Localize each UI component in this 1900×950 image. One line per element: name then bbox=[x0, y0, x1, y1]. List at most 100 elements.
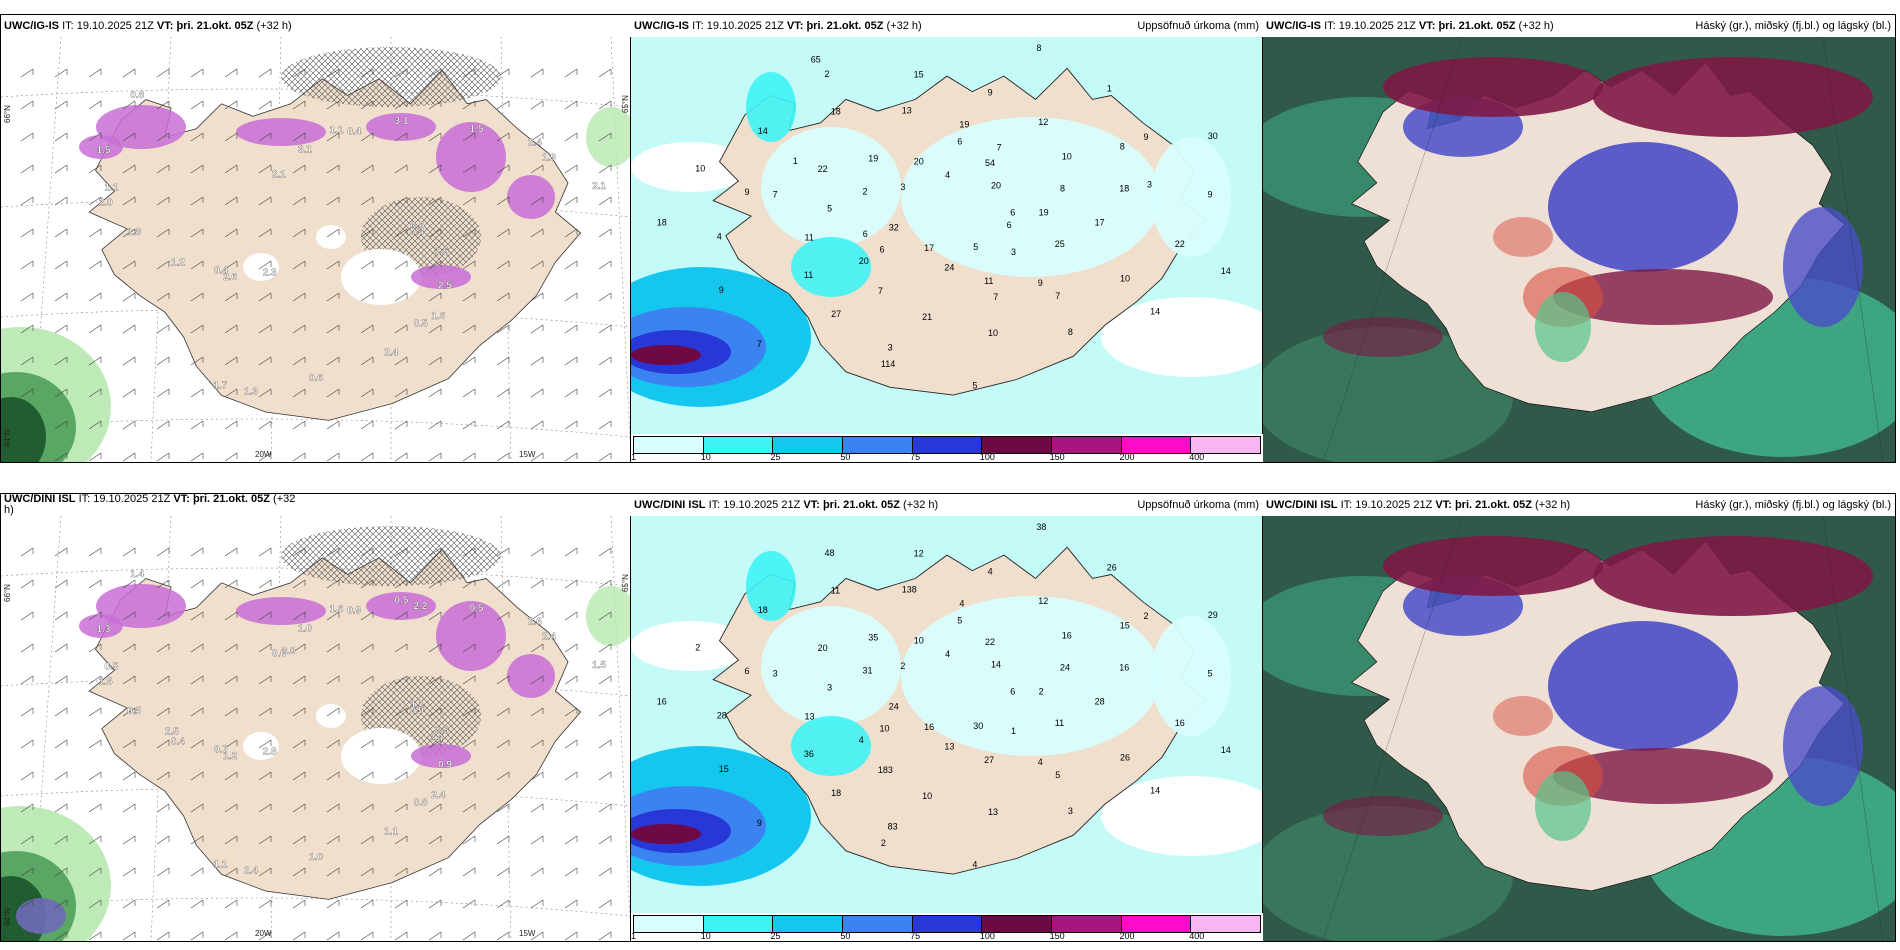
precip-rate-value: 0.9 bbox=[438, 760, 452, 771]
legend-swatch bbox=[634, 916, 704, 932]
accum-precip-value: 7 bbox=[993, 292, 998, 302]
precip-rate-value: 2.5 bbox=[438, 281, 452, 292]
accum-precip-value: 13 bbox=[944, 741, 954, 751]
map-area bbox=[1263, 516, 1895, 941]
legend-label: 1 bbox=[631, 452, 637, 462]
legend-label: 25 bbox=[770, 931, 781, 941]
precip-rate-value: 1.9 bbox=[542, 153, 556, 164]
map-panel-dini-accum-precip: UWC/DINI ISL IT: 19.10.2025 21Z VT: þri.… bbox=[630, 493, 1264, 942]
accum-precip-value: 24 bbox=[1060, 663, 1070, 673]
lead-time: (+32 bbox=[273, 493, 296, 505]
accum-precip-value: 3 bbox=[900, 182, 905, 192]
accum-precip-value: 7 bbox=[773, 190, 778, 200]
legend-label: 150 bbox=[1049, 931, 1065, 941]
accum-precip-value: 24 bbox=[944, 262, 954, 272]
accum-precip-value: 30 bbox=[1208, 131, 1218, 141]
map-area: 6 10 5 4 3 15 83 48 14 24 22 27 20 16 18 12 14 16 14 13 35 28… bbox=[631, 516, 1263, 913]
accum-precip-value: 27 bbox=[984, 755, 994, 765]
precip-rate-value: 0.5 bbox=[127, 706, 141, 717]
accum-precip-value: 11 bbox=[1055, 718, 1064, 728]
precip-rate-value: 2.1 bbox=[592, 181, 606, 192]
precip-rate-value: 1.6 bbox=[435, 246, 449, 257]
precip-rate-value: 1.3 bbox=[97, 624, 111, 635]
precip-rate-value: 2.4 bbox=[431, 790, 445, 801]
precip-rate-value: 2.6 bbox=[223, 272, 237, 283]
precip-rate-value: 1.6 bbox=[431, 311, 445, 322]
accum-precip-value: 9 bbox=[1144, 132, 1149, 142]
model-name: UWC/IG-IS bbox=[1266, 20, 1321, 32]
lat-tick-64n: 64°N bbox=[3, 429, 12, 447]
legend-swatch bbox=[703, 916, 774, 932]
precip-rate-map: 0.6 2.6 1.1 1.6 2.0 2.4 1.3 2.1 1.6 1.2 3.1 2.4 1.5 2… bbox=[1, 37, 631, 462]
accum-precip-value: 4 bbox=[1038, 757, 1043, 767]
it-label: IT: bbox=[692, 20, 704, 32]
precip-rate-value: 0.6 bbox=[309, 373, 323, 384]
map-area bbox=[1263, 37, 1895, 462]
accum-precip-value: 2 bbox=[881, 838, 886, 848]
precip-rate-value: 1.6 bbox=[330, 604, 344, 615]
accum-precip-value: 10 bbox=[695, 164, 705, 174]
precip-rate-value: 1.2 bbox=[171, 258, 185, 269]
legend-swatch bbox=[982, 916, 1053, 932]
panel-header: UWC/IG-IS IT: 19.10.2025 21Z VT: þri. 21… bbox=[1263, 15, 1895, 37]
precip-rate-value: 1.2 bbox=[223, 751, 237, 762]
precip-rate-value: 0.4 bbox=[347, 127, 361, 138]
vt-value: þri. 21.okt. 05Z bbox=[1438, 20, 1516, 32]
accum-precip-value: 14 bbox=[1221, 266, 1231, 276]
accum-precip-value: 8 bbox=[1060, 184, 1065, 194]
accum-precip-value: 32 bbox=[889, 222, 899, 232]
legend-swatch bbox=[1121, 916, 1192, 932]
precip-rate-value: 0.7 bbox=[214, 744, 228, 755]
precip-rate-value: 2.5 bbox=[165, 726, 179, 737]
accum-precip-value: 6 bbox=[1010, 687, 1015, 697]
precip-rate-value: 2.3 bbox=[263, 268, 277, 279]
accum-precip-value: 18 bbox=[831, 788, 841, 798]
accum-precip-value: 21 bbox=[922, 312, 932, 322]
lon-tick-15w: 15W bbox=[519, 929, 536, 938]
cloud-cover-map bbox=[1263, 516, 1895, 941]
precip-rate-map: 1.11.21.62.41.62.62.40.60.30.40.51.11.31… bbox=[1, 516, 631, 941]
accum-precip-value: 14 bbox=[758, 126, 768, 136]
accum-precip-value: 138 bbox=[902, 585, 917, 595]
field-title: Uppsöfnuð úrkoma (mm) bbox=[1137, 20, 1259, 32]
accum-precip-value: 16 bbox=[1062, 631, 1072, 641]
accum-precip-value: 4 bbox=[945, 170, 950, 180]
accum-precip-value: 17 bbox=[924, 243, 934, 253]
legend-swatch bbox=[1052, 437, 1122, 453]
accum-precip-value: 9 bbox=[757, 818, 762, 828]
legend-label: 10 bbox=[700, 452, 711, 462]
legend-label: 150 bbox=[1049, 452, 1065, 462]
accum-precip-value: 13 bbox=[902, 106, 912, 116]
accum-precip-value: 4 bbox=[859, 735, 864, 745]
model-name: UWC/IG-IS bbox=[4, 20, 59, 32]
precip-rate-value: 0.9 bbox=[410, 706, 424, 717]
accum-precip-value: 9 bbox=[1208, 190, 1213, 200]
accum-precip-value: 29 bbox=[1208, 610, 1218, 620]
accum-precip-value: 20 bbox=[859, 256, 869, 266]
precip-rate-value: 2.4 bbox=[244, 866, 258, 877]
accum-precip-value: 5 bbox=[957, 615, 962, 625]
accum-precip-value: 9 bbox=[1038, 278, 1043, 288]
legend-swatch bbox=[982, 437, 1053, 453]
legend-swatch bbox=[703, 437, 774, 453]
precip-rate-value: 0.4 bbox=[171, 737, 185, 748]
it-value: 19.10.2025 21Z bbox=[76, 20, 154, 32]
vt-value: þri. 21.okt. 05Z bbox=[822, 499, 900, 511]
accum-precip-value: 12 bbox=[1038, 117, 1048, 127]
lat-tick-65n: 65°N bbox=[621, 95, 630, 113]
accum-precip-value: 4 bbox=[959, 598, 964, 608]
precip-rate-value: 0.3 bbox=[410, 227, 424, 238]
accum-precip-value: 5 bbox=[1055, 770, 1060, 780]
precip-rate-value: 2.4 bbox=[384, 348, 398, 359]
lead-time: (+32 h) bbox=[256, 20, 292, 32]
accum-precip-value: 9 bbox=[745, 187, 750, 197]
accum-precip-value: 10 bbox=[880, 724, 890, 734]
accum-precip-value: 6 bbox=[863, 229, 868, 239]
precip-rate-value: 2.4 bbox=[528, 138, 542, 149]
accum-precip-value: 31 bbox=[863, 665, 873, 675]
lead-time-cont: h) bbox=[4, 504, 14, 516]
accum-precip-value: 2 bbox=[863, 186, 868, 196]
accum-precip-value: 2 bbox=[1144, 611, 1149, 621]
legend-bar bbox=[633, 436, 1261, 454]
vt-value: þri. 21.okt. 05Z bbox=[806, 20, 884, 32]
